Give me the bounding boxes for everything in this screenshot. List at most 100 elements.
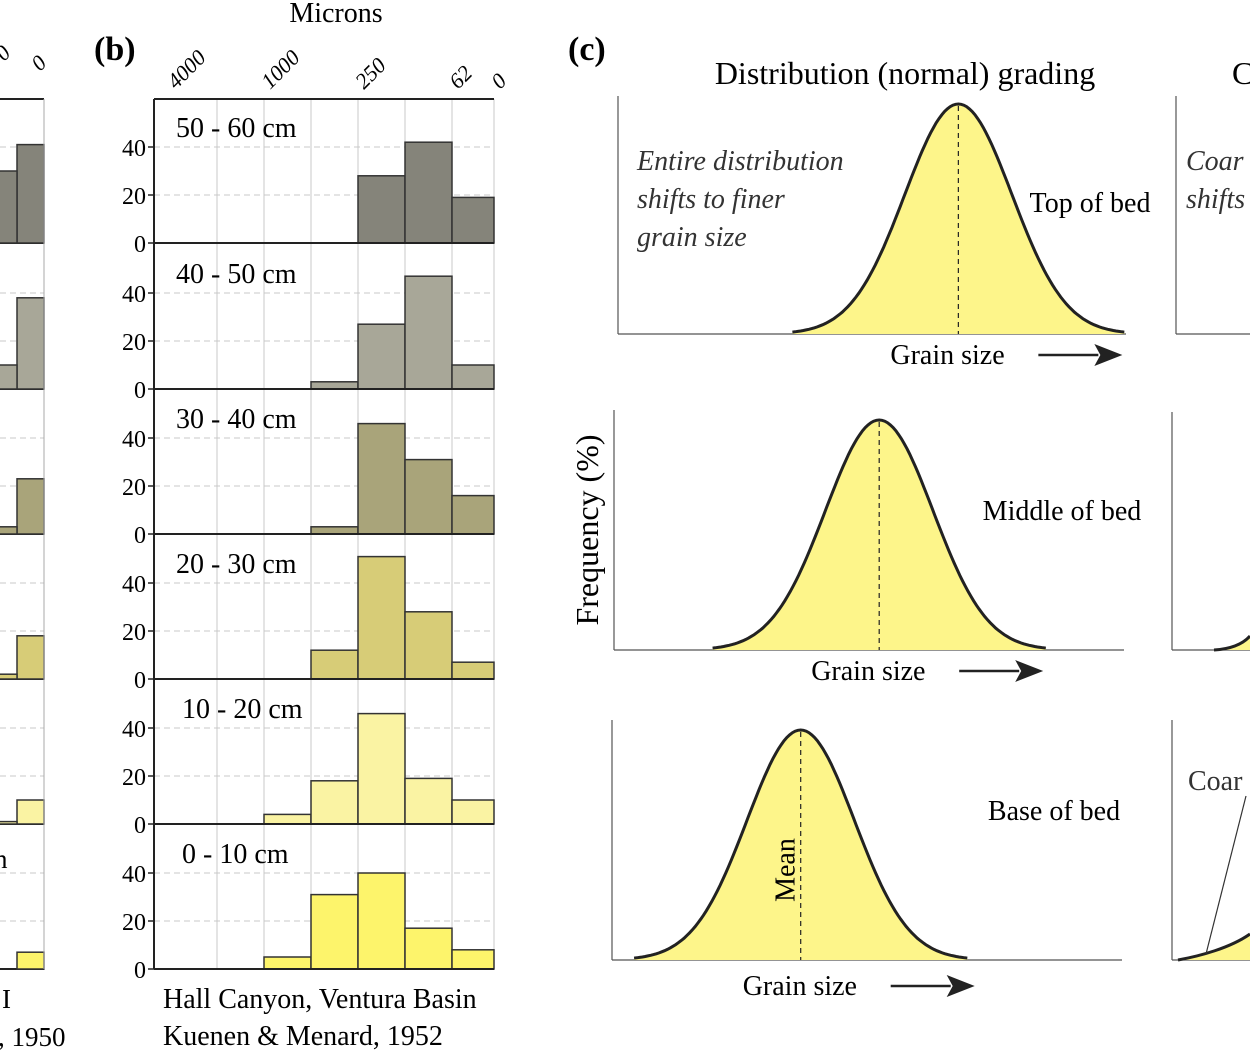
panel-b-y-tick: 20 [122, 330, 146, 356]
panel-b-bar [451, 949, 495, 970]
panel-b-top-axis-title: Microns [289, 0, 382, 29]
left-bars [0, 99, 45, 970]
panel-b-row-label: 20 - 30 cm [176, 549, 297, 580]
panel-b-row-label: 30 - 40 cm [176, 404, 297, 435]
panel-b-y-tick: 0 [134, 523, 146, 549]
annotation-line-1: Entire distribution [636, 146, 844, 177]
right-curve-2 [1213, 634, 1250, 652]
panel-b-y-tick: 20 [122, 620, 146, 646]
panel-b-label: (b) [94, 31, 136, 68]
panel-b-y-tick: 20 [122, 184, 146, 210]
panel-b-bar [310, 526, 359, 535]
panel-b-y-tick: 0 [134, 232, 146, 258]
panel-b-row-label: 50 - 60 cm [176, 113, 297, 144]
panel-b-bar [404, 458, 453, 535]
panel-b-y-tick: 0 [134, 378, 146, 404]
panel-c: (c) Distribution (normal) grading Freque… [568, 31, 1250, 1002]
left-bar [16, 478, 45, 535]
panel-b-y-tick: 20 [122, 765, 146, 791]
panel-b-bar [310, 780, 359, 825]
curve-line [712, 418, 1046, 650]
panel-b-y-tick: 40 [122, 136, 146, 162]
panel-b-bar [404, 141, 453, 244]
right-partial-text1: Coar [1186, 146, 1244, 177]
panel-b-bar [310, 893, 359, 970]
annotation-line-2: shifts to finer [637, 184, 785, 215]
panel-b-top-tick: 0 [486, 68, 511, 93]
panel-b-y-tick: 20 [122, 475, 146, 501]
panel-b-y-tick: 20 [122, 910, 146, 936]
panel-b-y-tick: 0 [134, 668, 146, 694]
curve-line [633, 728, 968, 960]
left-bar-partial [0, 364, 18, 390]
panel-b-bar [451, 196, 495, 244]
left-bar [16, 297, 45, 390]
right-leader-line [1205, 795, 1247, 955]
panel-b-axes [148, 98, 494, 970]
left-bar [16, 635, 45, 680]
curve-line [792, 102, 1125, 334]
right-partial-text3: Coar [1188, 766, 1243, 797]
left-bar [16, 799, 45, 825]
panel-c-y-axis-label: Frequency (%) [569, 434, 605, 625]
panel-b-bar [451, 661, 495, 680]
panel-c-label: (c) [568, 31, 606, 68]
panel-b-bar [451, 494, 495, 535]
panel-b-bar [357, 712, 406, 825]
left-bar-partial [0, 526, 18, 535]
panel-b-top-tick: 62 [444, 60, 477, 93]
right-curve-fill-3 [1178, 934, 1250, 960]
curve-side-label: Middle of bed [983, 496, 1142, 527]
curve-arrow-head [946, 975, 975, 997]
panel-b-bar [404, 275, 453, 390]
panel-b-top-tick: 1000 [256, 45, 305, 94]
panel-b-bar [404, 927, 453, 970]
curve-x-label: Grain size [811, 656, 925, 687]
annotation-line-3: grain size [637, 222, 747, 253]
panel-b-bar [263, 956, 312, 970]
panel-b-bar [263, 813, 312, 825]
curve-side-label: Top of bed [1030, 188, 1151, 219]
panel-b-y-tick: 40 [122, 572, 146, 598]
panel-b-y-tick: 40 [122, 427, 146, 453]
left-bar-partial [0, 170, 18, 244]
left-partial-panel: 0 0 n I , 1950 [0, 40, 66, 1052]
right-curve-fill-2 [1214, 636, 1250, 650]
panel-b-y-tick: 40 [122, 717, 146, 743]
curve-mean-label: Mean [771, 838, 802, 902]
panel-b-y-tick: 40 [122, 282, 146, 308]
left-bar [16, 951, 45, 970]
left-footer-line1: I [2, 984, 11, 1014]
panel-b-bar [357, 422, 406, 535]
panel-b-top-tick: 4000 [162, 45, 211, 94]
panel-b-row-label: 10 - 20 cm [182, 694, 303, 725]
panel-b-bar [404, 777, 453, 825]
panel-b-bar [357, 323, 406, 390]
panel-b-bar [357, 175, 406, 244]
panel-b-bar [451, 799, 495, 825]
left-bar [16, 143, 45, 244]
panel-b-bar [310, 381, 359, 390]
panel-b-top-ticks: 4000 1000 250 62 0 [162, 45, 511, 94]
panel-b-row-label: 40 - 50 cm [176, 259, 297, 290]
panel-b-bar [357, 555, 406, 680]
curve-x-label: Grain size [743, 971, 857, 1002]
panel-b-y-tick: 0 [134, 958, 146, 984]
left-bar-partial [0, 820, 18, 825]
left-bar-partial [0, 673, 18, 680]
curve-arrow-head [1015, 660, 1044, 682]
curve-x-label: Grain size [890, 340, 1004, 371]
panel-b-bar [310, 649, 359, 680]
curve-arrow-head [1094, 344, 1123, 366]
right-partial-title: C [1232, 55, 1250, 91]
right-curve-3 [1177, 932, 1250, 962]
panel-b-bar [451, 364, 495, 390]
curve-side-label: Base of bed [988, 796, 1120, 827]
panel-b-row-labels: 40 20 0 50 - 60 cm 40 20 0 40 - 50 cm 40 20 0 30 - … [122, 113, 303, 984]
panel-b-footer-line1: Hall Canyon, Ventura Basin [163, 984, 477, 1015]
left-top-tick-fragment: 0 [0, 40, 15, 65]
panel-b-bar [357, 872, 406, 970]
panel-b-bars [263, 141, 495, 970]
